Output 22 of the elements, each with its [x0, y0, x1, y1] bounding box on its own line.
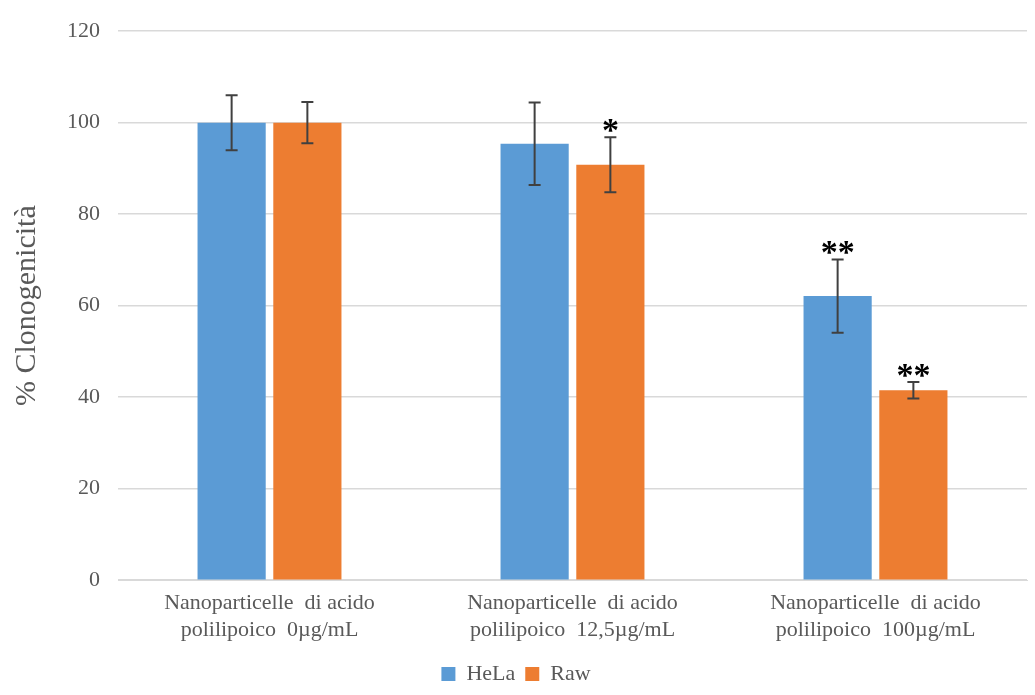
- annotation: *: [601, 111, 619, 149]
- y-tick-label: 100: [67, 108, 100, 134]
- bar: [500, 143, 569, 580]
- x-tick-label: Nanoparticelle di acido polilipoico 0µg/mL: [164, 589, 375, 641]
- y-tick-label: 0: [89, 565, 100, 591]
- legend-label: HeLa: [466, 659, 516, 685]
- y-tick-label: 120: [67, 16, 100, 42]
- bar: [879, 390, 948, 580]
- bar: [273, 122, 342, 580]
- y-axis-title: % Clonogenicità: [7, 205, 41, 407]
- x-tick-label: Nanoparticelle di acido polilipoico 100µg/mL: [770, 589, 981, 641]
- y-tick-label: 20: [78, 474, 100, 500]
- annotation: **: [820, 233, 855, 271]
- y-tick-label: 40: [78, 382, 100, 408]
- bar: [576, 164, 645, 580]
- bar: [803, 296, 872, 580]
- bar: [197, 122, 266, 580]
- annotation: **: [896, 356, 931, 394]
- y-tick-label: 80: [78, 199, 100, 225]
- legend-label: Raw: [550, 659, 591, 685]
- y-tick-label: 60: [78, 291, 100, 317]
- x-tick-label: Nanoparticelle di acido polilipoico 12,5µg/mL: [467, 589, 678, 641]
